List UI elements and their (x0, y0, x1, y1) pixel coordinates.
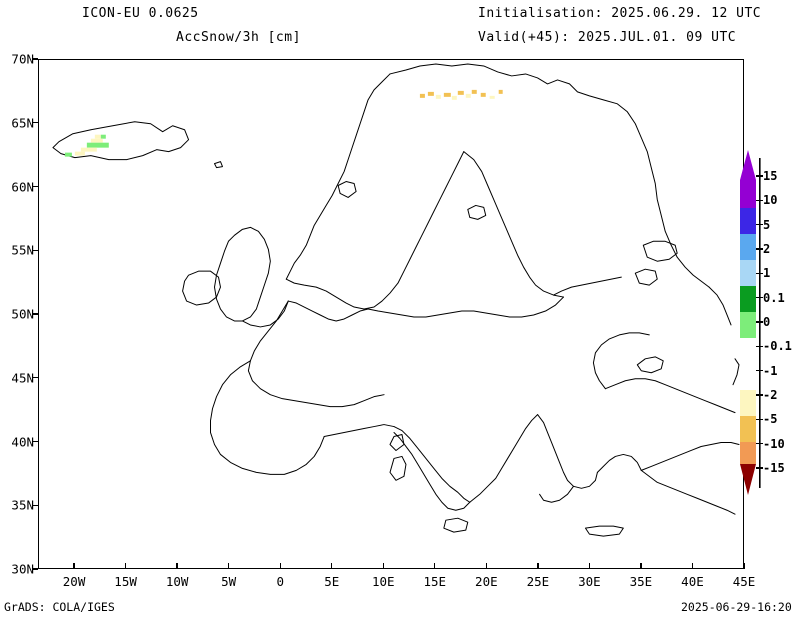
colorbar-tick-label: -15 (763, 461, 785, 475)
lon-tick-label: 5E (324, 574, 340, 589)
colorbar-tick-label: -5 (763, 412, 778, 427)
lon-tick-label: 20W (62, 574, 86, 589)
colorbar-tick (756, 223, 763, 226)
colorbar-tick-label: 0.1 (763, 290, 785, 305)
lon-tick-label: 30E (578, 574, 601, 589)
lon-tick (176, 563, 178, 569)
colorbar-tick-label: 2 (763, 242, 771, 256)
colorbar-tick-label: 5 (763, 217, 771, 232)
lat-tick-label: 60N (11, 179, 34, 194)
colorbar-swatches (740, 150, 761, 495)
render-timestamp: 2025-06-29-16:20 (681, 600, 792, 614)
lon-tick (382, 563, 384, 569)
colorbar-tick (756, 418, 763, 421)
colorbar-tick-label: -10 (763, 436, 785, 451)
initialisation-time: Initialisation: 2025.06.29. 12 UTC (478, 6, 762, 21)
colorbar-tick (756, 296, 763, 299)
lon-tick (691, 563, 694, 569)
lat-tick (32, 249, 38, 251)
colorbar-tick (756, 345, 763, 348)
lon-tick-label: 40E (681, 574, 704, 589)
lat-tick (32, 122, 38, 124)
lon-tick (331, 563, 333, 569)
colorbar-tick (756, 394, 763, 396)
lat-tick (32, 58, 38, 60)
lon-tick (485, 563, 488, 569)
lon-tick-label: 0 (276, 574, 284, 589)
lon-tick-label: 10W (165, 574, 189, 589)
lat-tick-label: 40N (11, 434, 34, 449)
colorbar-tick (756, 467, 763, 469)
colorbar-tick (756, 442, 763, 445)
colorbar-legend: 15 10 5 2 1 0.1 0 -0.1 -1 -2 -5 -10 -15 (737, 150, 797, 495)
lat-tick (32, 504, 38, 506)
lat-tick-label: 30N (11, 561, 34, 577)
lon-tick (743, 563, 745, 569)
lat-tick (32, 185, 38, 188)
lat-tick-label: 35N (11, 497, 34, 513)
snow-data-overlay (64, 89, 503, 157)
lon-tick-label: 25E (526, 574, 550, 589)
map-plot-area (38, 59, 744, 569)
lat-tick (32, 313, 38, 315)
colorbar-tick-label: 10 (763, 193, 778, 208)
lat-tick-label: 70N (11, 51, 34, 67)
europe-coastline-map (52, 63, 740, 537)
lat-tick (32, 377, 38, 379)
lat-tick-label: 55N (11, 242, 34, 258)
lon-tick (588, 563, 591, 569)
valid-time: Valid(+45): 2025.JUL.01. 09 UTC (478, 30, 737, 45)
colorbar-tick (756, 175, 763, 177)
colorbar-tick-label: -2 (763, 388, 778, 402)
lat-tick-label: 65N (11, 115, 34, 131)
lon-tick (124, 563, 127, 569)
grads-credit: GrADS: COLA/IGES (4, 600, 115, 614)
colorbar-tick-label: 1 (763, 266, 771, 281)
colorbar-tick-label: 0 (763, 315, 771, 329)
lon-tick-label: 20E (475, 574, 498, 589)
lon-tick (640, 563, 642, 569)
lon-tick-label: 15W (114, 574, 137, 589)
lon-tick-label: 35E (629, 574, 653, 589)
lat-tick (32, 440, 38, 443)
lon-tick-label: 10E (371, 574, 395, 589)
lon-tick (434, 563, 436, 569)
lon-tick (227, 563, 230, 569)
lat-tick-label: 50N (11, 306, 34, 322)
colorbar-tick (756, 321, 763, 323)
variable-title: AccSnow/3h [cm] (176, 30, 301, 45)
colorbar-tick (756, 272, 763, 275)
lat-tick (32, 568, 38, 570)
colorbar-tick (756, 369, 763, 372)
lon-tick-label: 15E (423, 574, 447, 589)
lon-tick (537, 563, 539, 569)
lon-tick (279, 563, 281, 569)
colorbar-tick-label: -1 (763, 363, 778, 378)
colorbar-tick (756, 248, 763, 250)
colorbar-tick-label: -0.1 (763, 339, 792, 354)
colorbar-tick-label: 15 (763, 169, 778, 183)
model-title: ICON-EU 0.0625 (82, 6, 199, 21)
lon-tick-label: 5W (221, 574, 237, 589)
lat-tick-label: 45N (11, 370, 34, 386)
colorbar-tick (756, 199, 763, 202)
lon-tick (73, 563, 75, 569)
lon-tick-label: 45E (732, 574, 756, 589)
